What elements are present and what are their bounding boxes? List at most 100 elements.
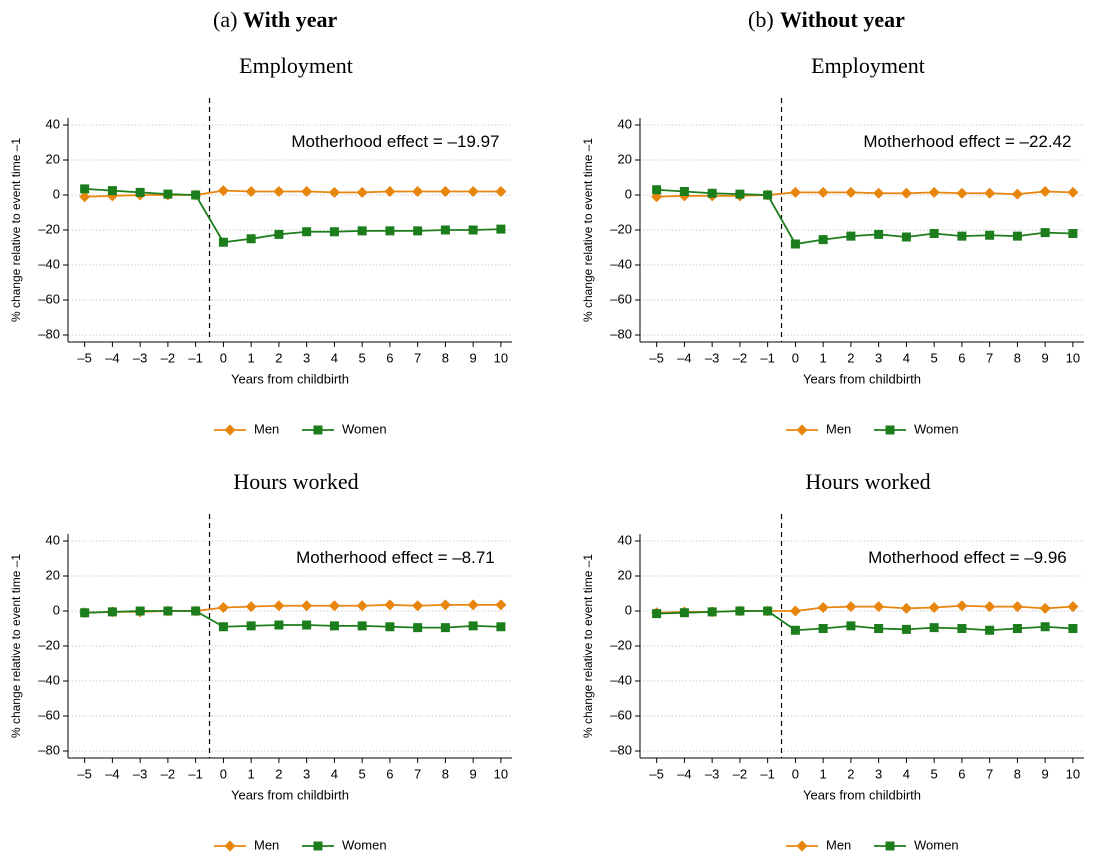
data-point: [929, 229, 939, 238]
y-axis-label: % change relative to event time –1: [581, 138, 595, 322]
x-tick-label: –1: [188, 350, 202, 365]
chart-title: Employment: [811, 53, 925, 78]
data-point: [107, 186, 117, 196]
data-point: [956, 187, 968, 199]
data-point: [218, 237, 228, 247]
data-point: [929, 623, 939, 633]
data-point: [246, 621, 256, 631]
x-tick-label: –2: [733, 350, 747, 365]
data-point: [301, 600, 313, 612]
x-tick-label: 5: [359, 766, 366, 781]
data-point: [845, 601, 857, 613]
data-point: [357, 621, 367, 631]
data-point: [846, 621, 856, 631]
y-tick-label: 0: [53, 186, 60, 201]
data-point: [984, 187, 996, 199]
y-tick-label: –80: [38, 326, 60, 341]
x-tick-label: 6: [958, 766, 965, 781]
data-point: [985, 625, 995, 635]
x-tick-label: 9: [1042, 350, 1049, 365]
x-tick-label: –2: [733, 766, 747, 781]
data-point: [735, 189, 745, 199]
series-line: [656, 188, 1073, 245]
x-tick-label: 8: [442, 350, 449, 365]
data-point: [1040, 228, 1050, 238]
series-line: [84, 610, 501, 629]
data-point: [900, 602, 912, 614]
legend-label: Men: [826, 837, 851, 852]
data-point: [439, 599, 451, 611]
y-tick-label: –80: [610, 326, 632, 341]
y-tick-label: –80: [610, 742, 632, 757]
panel-label: (b): [748, 7, 774, 32]
y-tick-label: 40: [618, 116, 632, 131]
data-point: [1068, 624, 1078, 633]
y-tick-label: –80: [38, 742, 60, 757]
legend-label: Women: [342, 421, 387, 436]
panel-title: Without year: [780, 7, 905, 32]
x-tick-label: –5: [649, 766, 663, 781]
x-tick-label: –4: [677, 766, 691, 781]
data-point: [735, 606, 745, 616]
x-tick-label: 6: [958, 350, 965, 365]
data-point: [928, 186, 940, 198]
data-point: [874, 624, 884, 633]
data-point: [845, 186, 857, 198]
data-point: [789, 186, 801, 198]
data-point: [901, 232, 911, 242]
data-point: [302, 227, 312, 237]
data-point: [163, 189, 173, 199]
x-tick-label: 3: [875, 766, 882, 781]
data-point: [301, 186, 313, 197]
data-point: [440, 225, 450, 235]
data-point: [302, 620, 312, 630]
data-point: [413, 226, 423, 236]
series-line: [656, 190, 1073, 198]
data-point: [763, 190, 773, 200]
x-tick-label: –1: [188, 766, 202, 781]
x-tick-label: 5: [359, 350, 366, 365]
data-point: [1011, 601, 1023, 613]
data-point: [956, 600, 968, 612]
data-point: [900, 187, 912, 199]
x-tick-label: 3: [875, 350, 882, 365]
data-point: [873, 187, 885, 199]
data-point: [984, 601, 996, 613]
x-tick-label: 8: [1014, 766, 1021, 781]
data-point: [496, 622, 506, 632]
data-point: [245, 601, 257, 613]
data-point: [957, 624, 967, 633]
data-point: [245, 186, 257, 197]
x-tick-label: 8: [442, 766, 449, 781]
data-point: [846, 231, 856, 241]
x-tick-label: 7: [414, 350, 421, 365]
data-point: [901, 624, 911, 634]
x-tick-label: 2: [275, 766, 282, 781]
data-point: [495, 186, 507, 197]
data-point: [679, 187, 689, 196]
x-tick-label: –2: [161, 350, 175, 365]
x-tick-label: 2: [847, 350, 854, 365]
data-point: [218, 622, 228, 632]
x-tick-label: 10: [1066, 350, 1080, 365]
x-tick-label: 9: [470, 350, 477, 365]
data-point: [328, 186, 340, 198]
x-tick-label: 0: [220, 766, 227, 781]
data-point: [413, 623, 423, 633]
y-tick-label: –60: [610, 291, 632, 306]
data-point: [135, 606, 145, 616]
legend-label: Men: [254, 421, 279, 436]
legend-label: Men: [254, 837, 279, 852]
legend-marker: [885, 841, 895, 851]
legend-label: Women: [914, 421, 959, 436]
data-point: [191, 606, 201, 616]
data-point: [1039, 186, 1051, 197]
data-point: [817, 602, 829, 613]
data-point: [412, 186, 424, 197]
x-tick-label: 0: [220, 350, 227, 365]
x-tick-label: 6: [386, 766, 393, 781]
data-point: [707, 607, 717, 617]
data-point: [385, 622, 395, 632]
data-point: [467, 186, 479, 197]
x-tick-label: 1: [820, 350, 827, 365]
